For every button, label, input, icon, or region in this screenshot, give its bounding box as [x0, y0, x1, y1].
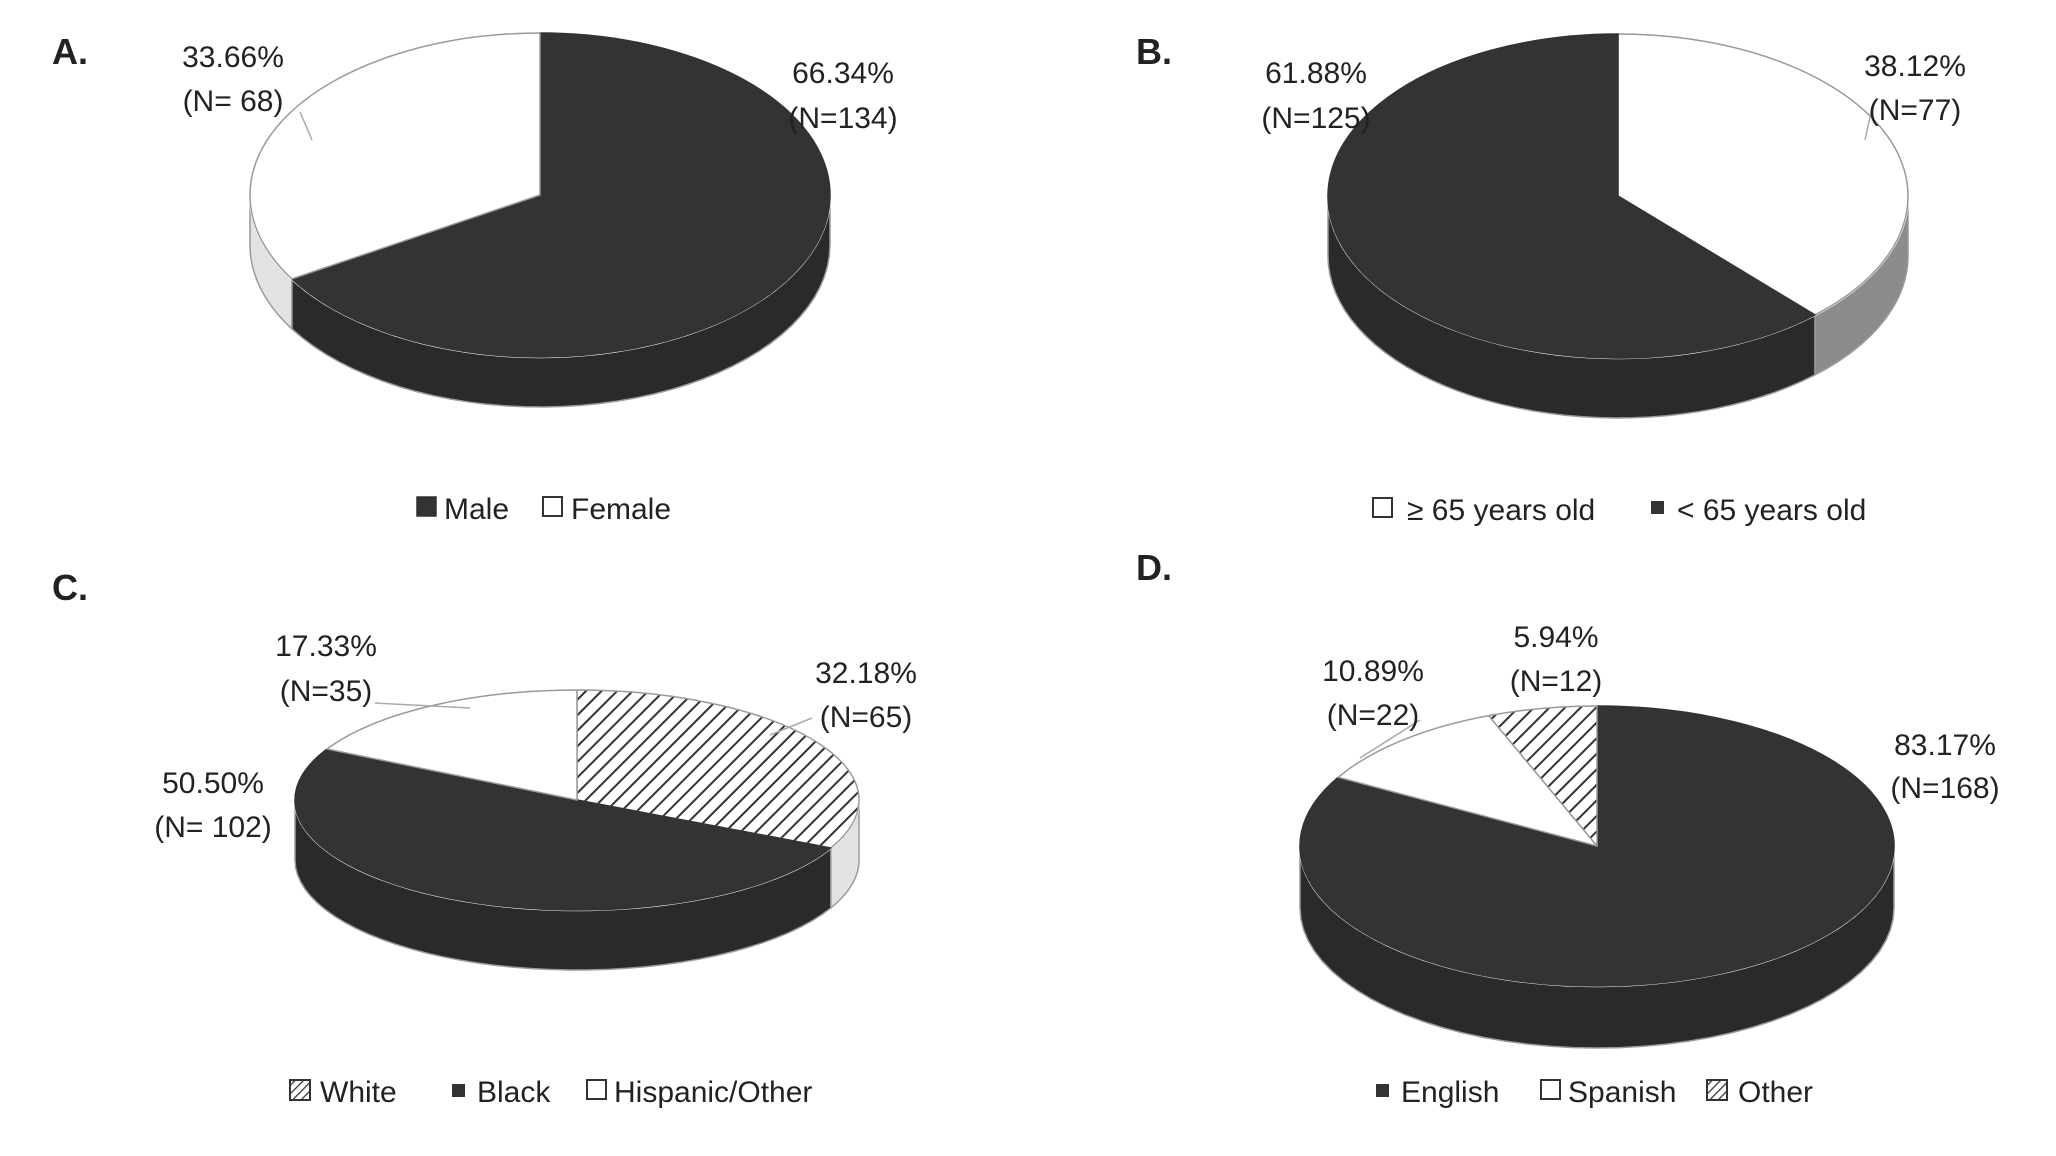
- data-label-b-ge65-pct: 38.12%: [1864, 50, 1966, 83]
- data-label-b-lt65-n: (N=125): [1261, 102, 1370, 135]
- panel-b-letter: B.: [1136, 31, 1172, 72]
- data-label-c-black-pct: 50.50%: [162, 767, 264, 800]
- legend-b: ≥ 65 years old < 65 years old: [1372, 494, 1866, 527]
- leader-line-d-spanish: [1359, 719, 1421, 759]
- pie-slice-lt65: [1327, 33, 1816, 359]
- panel-d-letter: D.: [1136, 547, 1172, 588]
- panel-c: C. 32.18% (N=65) 50.50% (N= 102) 17.33% …: [52, 567, 917, 1109]
- data-label-d-other-n: (N=12): [1510, 665, 1603, 698]
- legend-d-spanish-label: Spanish: [1568, 1076, 1676, 1109]
- data-label-b-ge65-n: (N=77): [1869, 94, 1962, 127]
- legend-b-ge65-label: ≥ 65 years old: [1407, 494, 1595, 527]
- data-label-d-english-pct: 83.17%: [1894, 729, 1996, 762]
- legend-c: White Black Hispanic/Other: [289, 1076, 812, 1109]
- leader-line-c-white: [769, 717, 813, 736]
- legend-d-english-label: English: [1401, 1076, 1499, 1109]
- pie-a: [248, 32, 832, 408]
- pie-d: [1298, 705, 1896, 1049]
- data-label-c-hispanic-n: (N=35): [280, 675, 373, 708]
- data-label-b-lt65-pct: 61.88%: [1265, 57, 1367, 90]
- legend-a-female-label: Female: [571, 493, 671, 526]
- pie-slice-ge65: [1617, 33, 1909, 316]
- data-label-a-female-n: (N= 68): [183, 85, 284, 118]
- leader-line-b-ge65: [1864, 107, 1873, 141]
- data-label-d-english-n: (N=168): [1890, 772, 1999, 805]
- legend-a-male-swatch: [416, 496, 437, 517]
- data-label-c-hispanic-pct: 17.33%: [275, 630, 377, 663]
- legend-c-black-label: Black: [477, 1076, 551, 1109]
- legend-b-lt65-swatch: [1651, 501, 1664, 514]
- panel-a-letter: A.: [52, 31, 88, 72]
- panel-a: A. 66.34% (N=134) 33.66% (N= 68) Male Fe…: [52, 31, 898, 526]
- data-label-c-white-pct: 32.18%: [815, 657, 917, 690]
- legend-a: Male Female: [416, 493, 671, 526]
- legend-c-hispanic-swatch: [586, 1079, 607, 1100]
- legend-b-lt65-label: < 65 years old: [1677, 494, 1866, 527]
- legend-a-male-label: Male: [444, 493, 509, 526]
- data-label-a-male-pct: 66.34%: [792, 57, 894, 90]
- panel-c-letter: C.: [52, 567, 88, 608]
- legend-d-other-label: Other: [1738, 1076, 1813, 1109]
- leader-line-c-hispanic: [374, 702, 471, 709]
- data-label-d-spanish-n: (N=22): [1327, 699, 1420, 732]
- pie-slice-female: [249, 32, 541, 280]
- panel-d: D. 83.17% (N=168) 10.89% (N=22) 5.94% (N…: [1136, 547, 2000, 1109]
- pie-b: [1326, 33, 1910, 419]
- data-label-d-spanish-pct: 10.89%: [1322, 655, 1424, 688]
- leader-line-a-female: [299, 111, 313, 141]
- legend-d-other-swatch: [1706, 1079, 1728, 1101]
- pie-slice-white: [576, 689, 860, 849]
- data-label-c-black-n: (N= 102): [154, 811, 272, 844]
- legend-d-english-swatch: [1376, 1084, 1389, 1097]
- pie-slice-spanish: [1337, 714, 1598, 847]
- legend-d-spanish-swatch: [1540, 1079, 1561, 1100]
- legend-c-white-swatch: [289, 1079, 311, 1101]
- panel-b: B. 38.12% (N=77) 61.88% (N=125) ≥ 65 yea…: [1136, 31, 1966, 527]
- data-label-a-female-pct: 33.66%: [182, 41, 284, 74]
- data-label-d-other-pct: 5.94%: [1513, 621, 1598, 654]
- legend-b-ge65-swatch: [1372, 497, 1393, 518]
- legend-c-hispanic-label: Hispanic/Other: [614, 1076, 812, 1109]
- pie-slice-other: [1487, 705, 1598, 847]
- pie-slice-black: [294, 748, 832, 911]
- legend-a-female-swatch: [542, 496, 563, 517]
- data-label-c-white-n: (N=65): [820, 701, 913, 734]
- legend-d: English Spanish Other: [1376, 1076, 1813, 1109]
- data-label-a-male-n: (N=134): [788, 102, 897, 135]
- pie-c: [293, 689, 861, 971]
- legend-c-black-swatch: [452, 1084, 465, 1097]
- legend-c-white-label: White: [320, 1076, 397, 1109]
- pie-slice-male: [291, 32, 831, 358]
